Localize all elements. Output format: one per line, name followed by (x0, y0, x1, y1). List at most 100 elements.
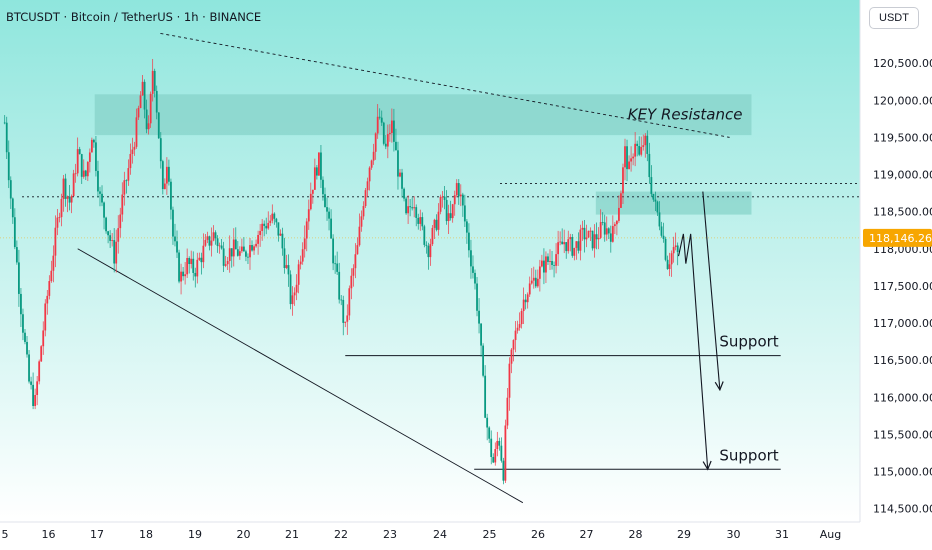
candle-bearish[interactable] (427, 245, 430, 258)
candle-bullish[interactable] (599, 222, 602, 238)
candle-bullish[interactable] (366, 181, 369, 191)
candle-bearish[interactable] (666, 259, 669, 270)
candle-bullish[interactable] (589, 230, 592, 232)
candle-bullish[interactable] (439, 196, 442, 212)
candle-bearish[interactable] (463, 205, 466, 222)
candle-bullish[interactable] (210, 240, 213, 246)
candle-bullish[interactable] (549, 261, 551, 262)
candle-bullish[interactable] (346, 315, 349, 322)
candle-bullish[interactable] (563, 242, 566, 245)
candle-bearish[interactable] (378, 116, 381, 118)
candle-bullish[interactable] (149, 93, 152, 124)
candle-bullish[interactable] (360, 216, 363, 227)
candle-bearish[interactable] (393, 120, 395, 142)
candle-bullish[interactable] (180, 271, 182, 282)
candle-bullish[interactable] (299, 261, 302, 265)
candle-bearish[interactable] (15, 247, 18, 263)
candle-bullish[interactable] (111, 240, 114, 241)
candle-bullish[interactable] (419, 217, 422, 224)
candle-bearish[interactable] (553, 264, 555, 266)
candle-bullish[interactable] (447, 213, 450, 222)
candle-bearish[interactable] (676, 245, 679, 253)
candle-bullish[interactable] (364, 190, 367, 207)
candle-bearish[interactable] (595, 234, 598, 240)
candle-bullish[interactable] (496, 440, 499, 450)
candle-bearish[interactable] (551, 261, 553, 265)
candle-bullish[interactable] (557, 242, 560, 255)
candle-bullish[interactable] (190, 258, 193, 265)
candle-bullish[interactable] (388, 132, 391, 135)
descending-support-trendline[interactable] (77, 248, 524, 504)
candle-bullish[interactable] (569, 237, 572, 240)
candle-bullish[interactable] (305, 221, 308, 239)
candle-bearish[interactable] (340, 299, 343, 301)
candle-bullish[interactable] (545, 256, 547, 273)
candle-bearish[interactable] (103, 202, 105, 218)
candle-bearish[interactable] (417, 217, 420, 224)
candle-bullish[interactable] (451, 204, 454, 219)
candle-bearish[interactable] (64, 178, 67, 199)
candle-bearish[interactable] (565, 242, 568, 252)
candle-bearish[interactable] (543, 260, 545, 273)
candle-bearish[interactable] (382, 122, 385, 144)
candle-bullish[interactable] (218, 245, 221, 247)
candle-bearish[interactable] (194, 272, 197, 277)
projection-arrow[interactable] (702, 191, 720, 390)
candle-bearish[interactable] (636, 143, 639, 147)
candle-bullish[interactable] (585, 237, 588, 240)
candle-bearish[interactable] (411, 207, 414, 209)
candle-bearish[interactable] (93, 139, 95, 143)
candle-bullish[interactable] (386, 134, 389, 147)
candle-bearish[interactable] (607, 228, 610, 234)
candle-bearish[interactable] (30, 381, 32, 385)
candle-bearish[interactable] (172, 209, 174, 237)
candle-bullish[interactable] (184, 274, 187, 277)
candle-bearish[interactable] (395, 141, 397, 151)
candle-bullish[interactable] (526, 294, 529, 303)
candle-bullish[interactable] (528, 283, 531, 295)
candle-bullish[interactable] (267, 222, 270, 229)
candle-bullish[interactable] (40, 346, 43, 362)
candle-bearish[interactable] (480, 323, 482, 346)
candle-bearish[interactable] (609, 233, 612, 242)
candle-bearish[interactable] (324, 194, 326, 208)
candle-bearish[interactable] (470, 250, 472, 267)
candle-bullish[interactable] (618, 207, 620, 221)
candle-bullish[interactable] (198, 257, 201, 260)
candle-bullish[interactable] (72, 173, 75, 197)
candle-bullish[interactable] (121, 194, 124, 215)
candle-bearish[interactable] (32, 384, 34, 406)
candle-bullish[interactable] (516, 327, 519, 331)
candle-bearish[interactable] (443, 196, 446, 200)
candle-bearish[interactable] (315, 167, 318, 176)
candle-bullish[interactable] (628, 161, 630, 170)
candle-bearish[interactable] (421, 217, 424, 227)
candle-bullish[interactable] (228, 248, 231, 262)
candle-bullish[interactable] (429, 244, 432, 258)
candle-bullish[interactable] (133, 146, 136, 150)
candle-bullish[interactable] (358, 226, 361, 246)
candle-bullish[interactable] (131, 149, 134, 154)
candle-bullish[interactable] (232, 239, 235, 257)
candle-bullish[interactable] (605, 228, 608, 235)
price-axis-panel[interactable] (860, 0, 932, 550)
candle-bearish[interactable] (338, 271, 341, 300)
candle-bullish[interactable] (204, 239, 207, 246)
candle-bearish[interactable] (435, 219, 438, 230)
candle-bullish[interactable] (135, 117, 138, 147)
candle-bearish[interactable] (380, 117, 383, 123)
candle-bullish[interactable] (433, 219, 436, 228)
candle-bullish[interactable] (151, 70, 154, 94)
candle-bullish[interactable] (70, 196, 73, 203)
candle-bullish[interactable] (615, 220, 618, 225)
candle-bearish[interactable] (654, 199, 657, 202)
candle-bearish[interactable] (281, 233, 284, 249)
candle-bullish[interactable] (459, 194, 462, 197)
candle-bullish[interactable] (38, 361, 41, 382)
candle-bullish[interactable] (522, 299, 525, 312)
candle-bearish[interactable] (182, 271, 184, 277)
candle-bullish[interactable] (441, 196, 444, 198)
candle-bearish[interactable] (105, 217, 107, 232)
candle-bearish[interactable] (664, 238, 667, 260)
candle-bullish[interactable] (127, 168, 130, 181)
